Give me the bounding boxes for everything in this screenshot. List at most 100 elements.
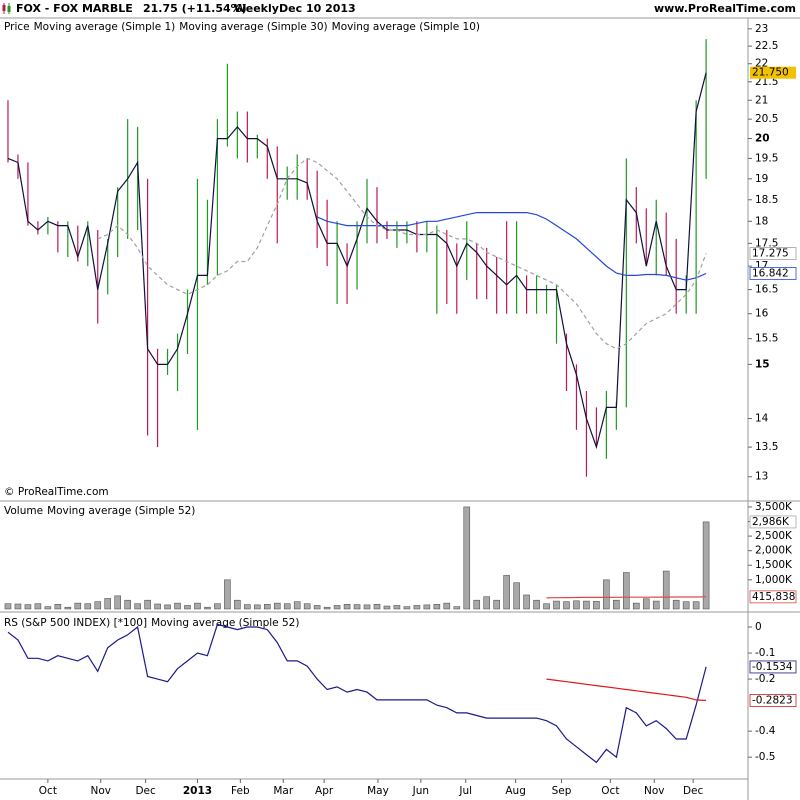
volume-bar bbox=[303, 603, 311, 610]
volume-bar bbox=[333, 605, 341, 610]
volume-bar bbox=[513, 582, 520, 610]
y-tick-label: 1,000K bbox=[755, 574, 793, 586]
value-tag: -0.1534 bbox=[752, 661, 793, 673]
value-tag: 16.842 bbox=[752, 267, 789, 279]
volume-bar bbox=[363, 604, 371, 610]
series-line bbox=[546, 596, 707, 599]
legend-entry: Moving average (Simple 52) bbox=[47, 505, 195, 517]
y-tick-label: 16.5 bbox=[755, 284, 778, 296]
volume-bar bbox=[144, 599, 151, 610]
volume-bar bbox=[652, 600, 660, 610]
volume-bar bbox=[134, 603, 141, 610]
volume-bar bbox=[204, 606, 211, 610]
x-tick-label: May bbox=[367, 785, 389, 797]
period: Weekly bbox=[234, 2, 279, 15]
volume-bar bbox=[184, 605, 191, 610]
volume-bar bbox=[104, 598, 112, 610]
volume-bar bbox=[373, 603, 381, 610]
legend-entry: Moving average (Simple 52) bbox=[151, 617, 299, 629]
volume-bar bbox=[244, 604, 251, 610]
x-tick-label: Apr bbox=[315, 785, 334, 797]
y-tick-label: 22 bbox=[755, 58, 768, 70]
quote: 21.75 (+11.54%) bbox=[143, 2, 247, 15]
series-line bbox=[7, 623, 707, 764]
volume-bar bbox=[423, 604, 431, 610]
volume-bar bbox=[473, 599, 481, 610]
x-tick-label: Sep bbox=[552, 785, 572, 797]
y-tick-label: 15.5 bbox=[755, 333, 778, 345]
volume-bar bbox=[194, 602, 201, 610]
volume-bar bbox=[164, 604, 171, 610]
volume-bar bbox=[34, 603, 42, 610]
legend-entry: Price bbox=[4, 21, 30, 33]
y-tick-label: 22.5 bbox=[755, 40, 778, 52]
y-tick-label: 20 bbox=[755, 133, 770, 145]
volume-bar bbox=[593, 601, 600, 610]
series-line bbox=[316, 212, 707, 281]
volume-bar bbox=[563, 601, 570, 610]
y-tick-label: 19.5 bbox=[755, 152, 778, 164]
y-tick-label: 16 bbox=[755, 308, 769, 320]
y-tick-label: -0.5 bbox=[755, 751, 776, 763]
volume-bar bbox=[74, 602, 82, 610]
volume-bar bbox=[224, 579, 231, 610]
y-tick-label: -0.4 bbox=[755, 725, 776, 737]
volume-bar bbox=[254, 604, 261, 610]
volume-bar bbox=[523, 594, 530, 610]
value-tag: 17.275 bbox=[752, 248, 789, 260]
y-tick-label: 14 bbox=[755, 413, 769, 425]
value-tag-box bbox=[750, 66, 796, 79]
volume-bar bbox=[623, 572, 630, 610]
volume-bar bbox=[533, 599, 540, 610]
y-tick-label: 15 bbox=[755, 358, 770, 370]
volume-bar bbox=[632, 602, 640, 610]
date: Dec 10 2013 bbox=[279, 2, 356, 15]
y-tick-label: 1,500K bbox=[755, 559, 793, 571]
legend-entry: RS (S&P 500 INDEX) [*100] bbox=[4, 617, 147, 629]
y-tick-label: 3,500K bbox=[755, 501, 793, 513]
x-tick-label: Jul bbox=[458, 785, 472, 797]
volume-bar bbox=[214, 603, 221, 610]
volume-bar bbox=[263, 603, 271, 610]
volume-bar bbox=[433, 603, 441, 610]
value-tag-box bbox=[749, 515, 797, 529]
x-tick-label: Nov bbox=[644, 785, 665, 797]
volume-bar bbox=[154, 603, 161, 610]
volume-bar bbox=[383, 605, 391, 610]
value-tag-box bbox=[749, 694, 797, 707]
volume-bar bbox=[463, 506, 471, 610]
x-tick-label: Jun bbox=[412, 785, 429, 797]
volume-bar bbox=[273, 602, 281, 610]
volume-bar bbox=[583, 600, 590, 610]
site: www.ProRealTime.com bbox=[654, 2, 796, 15]
x-tick-label: Mar bbox=[273, 785, 293, 797]
legend-entry: Volume bbox=[4, 505, 43, 517]
volume-bar bbox=[174, 602, 181, 610]
value-tag-box bbox=[749, 660, 797, 674]
volume-bar bbox=[413, 605, 421, 610]
symbol: FOX - FOX MARBLE bbox=[16, 2, 133, 15]
volume-bar bbox=[692, 601, 700, 610]
x-tick-label: Aug bbox=[505, 785, 526, 797]
y-tick-label: 13 bbox=[755, 471, 768, 483]
volume-bar bbox=[234, 599, 241, 610]
y-tick-label: 13.5 bbox=[755, 441, 778, 453]
volume-bar bbox=[4, 603, 12, 610]
volume-bar bbox=[94, 601, 102, 610]
x-tick-label: Nov bbox=[90, 785, 111, 797]
y-tick-label: 17.5 bbox=[755, 237, 778, 249]
value-tag-box bbox=[749, 590, 797, 604]
volume-bar bbox=[343, 603, 351, 610]
y-tick-label: 0 bbox=[755, 621, 762, 633]
volume-bar bbox=[493, 599, 500, 610]
volume-bar bbox=[114, 595, 121, 610]
volume-bar bbox=[64, 606, 72, 610]
volume-bar bbox=[403, 606, 411, 610]
volume-bar bbox=[124, 599, 131, 610]
volume-bar bbox=[603, 579, 610, 610]
x-tick-label: Dec bbox=[135, 785, 156, 797]
x-tick-label: Oct bbox=[39, 785, 57, 797]
legend-entry: Moving average (Simple 30) bbox=[179, 21, 327, 33]
y-tick-label: 2,000K bbox=[755, 545, 793, 557]
value-tag: 415,838 bbox=[752, 591, 795, 603]
